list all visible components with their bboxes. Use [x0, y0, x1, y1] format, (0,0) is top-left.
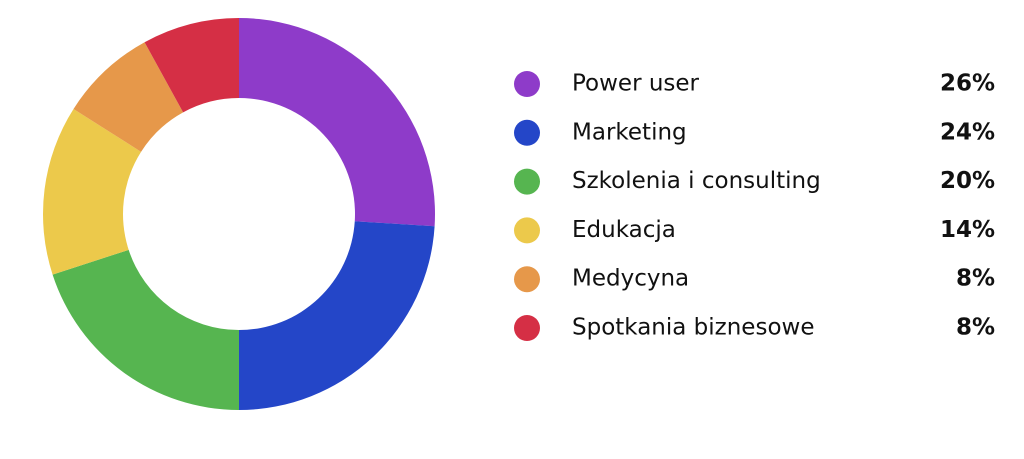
legend-label: Medycyna: [572, 266, 689, 292]
donut-slice: [52, 249, 239, 410]
legend-label: Power user: [572, 71, 700, 97]
legend-marker: [514, 168, 540, 195]
value-label: 24%: [940, 119, 995, 145]
legend-marker: [514, 71, 540, 97]
value-label: 26%: [940, 71, 995, 97]
legend-label: Szkolenia i consulting: [572, 168, 821, 194]
value-label: 20%: [940, 168, 995, 194]
donut-slice: [239, 18, 435, 227]
value-label: 14%: [940, 217, 995, 243]
value-label: 8%: [956, 315, 995, 341]
donut-slice: [73, 42, 184, 152]
legend-marker: [514, 315, 540, 341]
donut-slice: [144, 18, 239, 113]
legend-marker: [514, 119, 540, 146]
legend-label: Edukacja: [572, 217, 676, 243]
legend-label: Marketing: [572, 119, 687, 145]
value-label: 8%: [956, 266, 995, 292]
legend-marker: [514, 266, 540, 293]
donut-slice: [43, 108, 142, 275]
legend-label: Spotkania biznesowe: [572, 315, 814, 341]
donut-slice: [239, 221, 435, 410]
legend-marker: [514, 217, 540, 244]
